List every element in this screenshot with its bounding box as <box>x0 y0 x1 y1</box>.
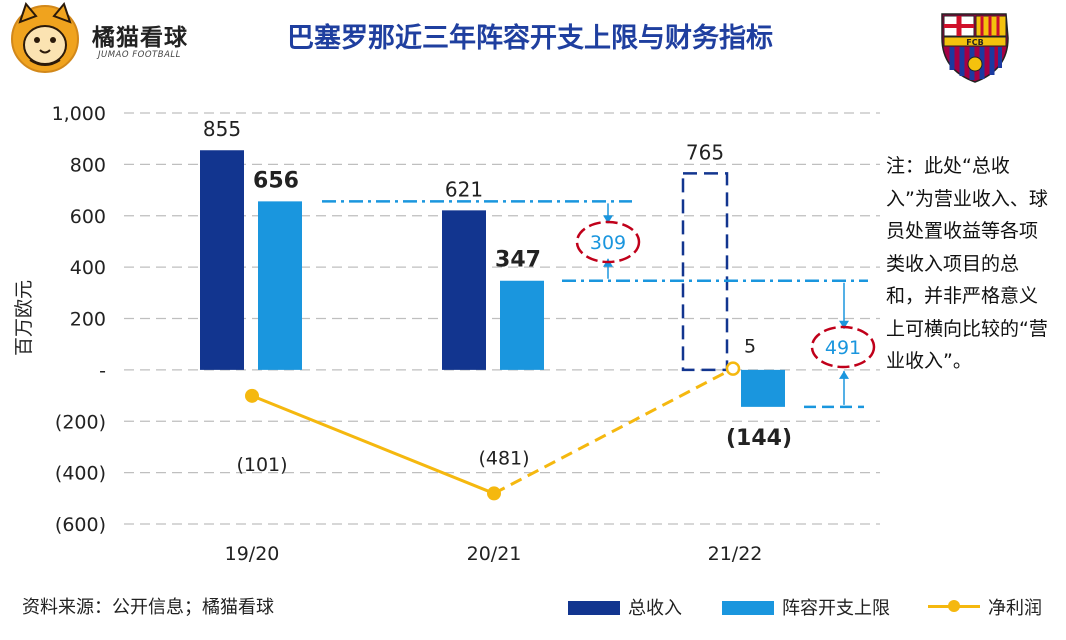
legend-label-revenue: 总收入 <box>628 598 682 619</box>
y-tick-label: 1,000 <box>52 103 106 125</box>
x-tick-label: 20/21 <box>467 543 522 565</box>
crest-text: FCB <box>966 38 983 47</box>
data-label-squad-cap: (144) <box>726 426 792 451</box>
bar-squad-cap <box>500 280 544 370</box>
brand-name: 橘猫看球 <box>92 25 188 51</box>
y-tick-label: (400) <box>55 463 106 485</box>
bar-squad-cap <box>741 369 785 407</box>
legend-label-squad-cap: 阵容开支上限 <box>782 598 890 619</box>
net-profit-line <box>251 394 495 495</box>
data-label-net-profit: (101) <box>236 454 287 476</box>
data-label-net-profit: (481) <box>478 447 529 469</box>
data-label-revenue: 621 <box>445 177 483 201</box>
y-tick-label: - <box>99 360 106 382</box>
chart-note: 注：此处“总收入”为营业收入、球员处置收益等各项类收入项目的总和，并非严格意义上… <box>886 155 1048 372</box>
y-tick-label: 200 <box>70 309 106 331</box>
legend-swatch-squad-cap <box>722 601 774 615</box>
bar-revenue <box>200 150 244 370</box>
bar-squad-cap <box>258 201 302 370</box>
net-profit-point <box>725 361 741 376</box>
data-label-revenue: 855 <box>203 117 241 141</box>
x-tick-label: 21/22 <box>708 543 763 565</box>
cat-logo-icon <box>11 1 79 73</box>
legend-marker-net-profit <box>948 600 960 612</box>
legend-swatch-revenue <box>568 601 620 615</box>
y-tick-label: 400 <box>70 257 106 279</box>
annotation-arrow-309-top-head <box>603 215 613 224</box>
y-tick-label: (200) <box>55 411 106 433</box>
y-tick-label: 800 <box>70 154 106 176</box>
x-tick-label: 19/20 <box>225 543 280 565</box>
net-profit-point <box>487 486 501 501</box>
net-profit-line-projected <box>493 367 734 495</box>
annotation-ellipse-491 <box>810 325 876 369</box>
annotation-arrow-491-top-head <box>839 320 849 329</box>
brand-subtitle: JUMAO FOOTBALL <box>98 50 181 60</box>
annotation-491: 491 <box>825 337 861 359</box>
legend-label-net-profit: 净利润 <box>988 598 1042 619</box>
fcb-crest-icon: FCB <box>941 13 1009 83</box>
bar-revenue-dashed <box>681 172 729 372</box>
y-axis-title: 百万欧元 <box>13 280 35 356</box>
chart-legend: 总收入 阵容开支上限 净利润 <box>560 594 1060 620</box>
page-title: 巴塞罗那近三年阵容开支上限与财务指标 <box>287 23 773 54</box>
data-label-squad-cap: 347 <box>495 248 541 273</box>
y-tick-label: 600 <box>70 206 106 228</box>
annotation-arrow-491-bottom-head <box>839 370 849 379</box>
data-label-squad-cap: 656 <box>253 168 299 193</box>
data-label-revenue: 765 <box>686 140 724 164</box>
data-label-net-profit: 5 <box>744 336 756 358</box>
annotation-309: 309 <box>590 232 626 254</box>
net-profit-point <box>245 388 259 403</box>
y-tick-label: (600) <box>55 514 106 536</box>
bar-revenue <box>442 210 486 370</box>
source-text: 资料来源：公开信息；橘猫看球 <box>22 597 274 618</box>
annotation-ellipse-309 <box>575 220 641 264</box>
